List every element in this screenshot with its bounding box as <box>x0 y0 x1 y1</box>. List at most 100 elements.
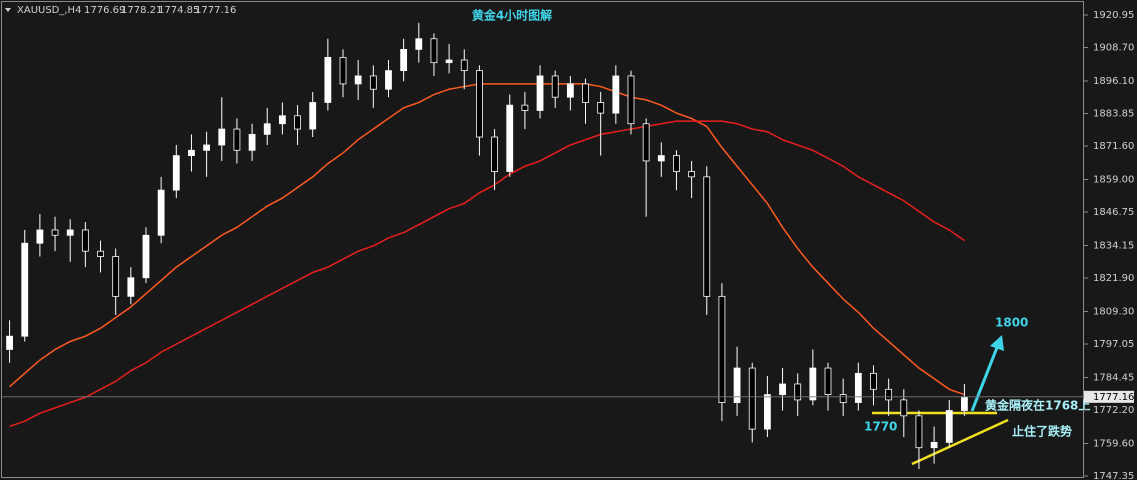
candle-body <box>66 229 74 236</box>
candle-body <box>21 242 29 337</box>
candle-body <box>460 59 468 72</box>
y-tick-label: 1797.05 <box>1093 339 1134 350</box>
candle-body <box>551 75 559 98</box>
candle-body <box>582 83 589 103</box>
candle-body <box>248 133 256 151</box>
annotation: 1770 <box>864 420 897 434</box>
candle-body <box>415 38 423 50</box>
candle-body <box>521 104 529 111</box>
menu-arrow <box>5 8 11 12</box>
price-label: 1777.16 <box>1093 392 1134 403</box>
y-tick-label: 1859.00 <box>1093 175 1134 186</box>
candle-body <box>733 367 741 403</box>
candle-body <box>36 229 44 244</box>
candle-body <box>233 128 241 151</box>
ohlc-low: 1774.85 <box>158 5 199 16</box>
candle-body <box>142 234 150 279</box>
plot: 1920.95 1908.70 1896.10 1883.85 1871.60 1859.… <box>2 10 1134 480</box>
candle-body <box>627 75 635 125</box>
ohlc-close: 1777.16 <box>195 5 236 16</box>
candle-body <box>718 295 726 403</box>
candle-body <box>369 75 377 90</box>
candle-body <box>354 75 362 85</box>
y-tick-label: 1883.85 <box>1093 109 1134 120</box>
ohlc-open: 1776.69 <box>84 5 125 16</box>
candle-body <box>885 388 893 401</box>
candle-body <box>794 383 802 401</box>
candle-body <box>824 367 832 396</box>
candle-body <box>688 171 696 178</box>
candle-body <box>263 123 271 135</box>
y-tick-label: 1809.30 <box>1093 306 1134 317</box>
candle-body <box>278 115 286 125</box>
candle-body <box>476 70 483 138</box>
candle-body <box>703 176 711 297</box>
candle-body <box>900 399 908 417</box>
candle-body <box>763 394 771 430</box>
candle-body <box>309 102 317 130</box>
y-tick-label: 1784.45 <box>1093 372 1134 383</box>
candle-body <box>203 144 211 151</box>
candle-body <box>945 410 953 443</box>
candle-body <box>6 335 13 350</box>
price-label-box <box>1084 390 1134 403</box>
y-tick-label: 1821.90 <box>1093 273 1134 284</box>
candle-body <box>51 229 59 236</box>
candle-body <box>748 367 756 430</box>
y-tick-label: 1772.20 <box>1093 405 1134 416</box>
y-tick-label: 1920.95 <box>1093 10 1134 21</box>
candle-body <box>81 229 89 252</box>
y-tick-label: 1759.60 <box>1093 438 1134 449</box>
y-tick-label: 1747.35 <box>1093 471 1134 480</box>
y-tick-label: 1896.10 <box>1093 76 1134 87</box>
y-tick-label: 1834.15 <box>1093 240 1134 251</box>
candle-body <box>779 383 786 396</box>
candle-body <box>97 250 104 257</box>
moving-average <box>9 83 965 396</box>
candle-body <box>172 155 180 191</box>
candle-body <box>839 394 847 403</box>
candle-body <box>430 38 438 64</box>
trend-line <box>911 418 1009 466</box>
chart-title: 黄金4小时图解 <box>472 8 552 23</box>
candle-body <box>566 83 574 98</box>
candle-body <box>870 372 877 390</box>
candle-body <box>854 372 862 403</box>
ohlc-high: 1778.21 <box>121 5 162 16</box>
candle-body <box>324 56 332 103</box>
annotation: 1800 <box>995 316 1028 330</box>
candle-body <box>642 123 650 162</box>
y-tick-label: 1871.60 <box>1093 141 1134 152</box>
candle-body <box>445 59 453 64</box>
y-tick-label: 1846.75 <box>1093 207 1134 218</box>
candle-body <box>506 104 514 172</box>
annotation: 止住了跌势 <box>1012 424 1072 439</box>
candle-body <box>294 115 301 130</box>
candle-body <box>915 415 923 449</box>
candle-body <box>491 136 498 172</box>
candle-body <box>157 189 165 236</box>
candle-body <box>188 149 195 157</box>
moving-average <box>9 120 965 428</box>
candle-body <box>218 128 226 146</box>
candle-body <box>536 75 544 111</box>
candle-body <box>127 277 135 297</box>
arrow-shaft <box>970 344 1000 412</box>
arrow-head <box>990 335 1004 351</box>
annotation: 黄金隔夜在1768上 <box>985 398 1090 413</box>
candle-body <box>930 441 938 449</box>
candle-body <box>961 396 968 411</box>
symbol: XAUUSD_,H4 <box>17 5 81 16</box>
candle-body <box>597 102 605 114</box>
candle-body <box>112 256 120 297</box>
candle-body <box>657 155 665 162</box>
y-tick-label: 1908.70 <box>1093 43 1134 54</box>
candle-body <box>612 75 620 114</box>
candle-body <box>673 155 680 172</box>
candle-body <box>385 70 392 90</box>
candle-body <box>400 48 408 72</box>
plot-frame <box>1 1 1084 478</box>
candle-body <box>339 56 347 85</box>
